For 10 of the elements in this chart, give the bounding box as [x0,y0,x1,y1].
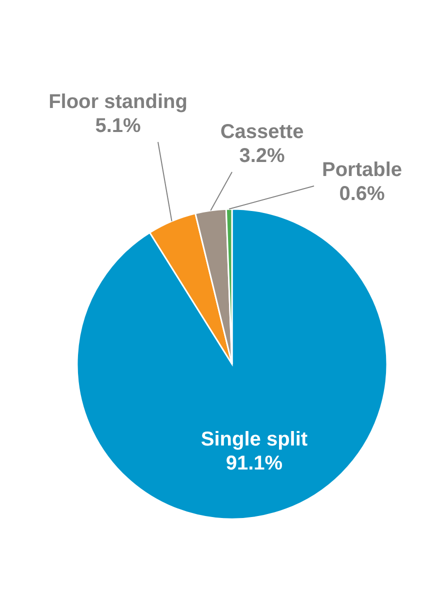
data-label: 3.2% [239,145,286,167]
pie-slice [149,212,233,365]
data-label: 91.1% [226,452,283,474]
slice-label: Floor standing [48,91,188,113]
slice-label: Cassette [220,121,304,143]
slice-label: Portable [322,159,402,181]
slice-label: Single split [200,428,308,450]
pie-slice [76,208,388,520]
data-label: 5.1% [95,115,142,137]
data-label: 0.6% [339,183,386,205]
